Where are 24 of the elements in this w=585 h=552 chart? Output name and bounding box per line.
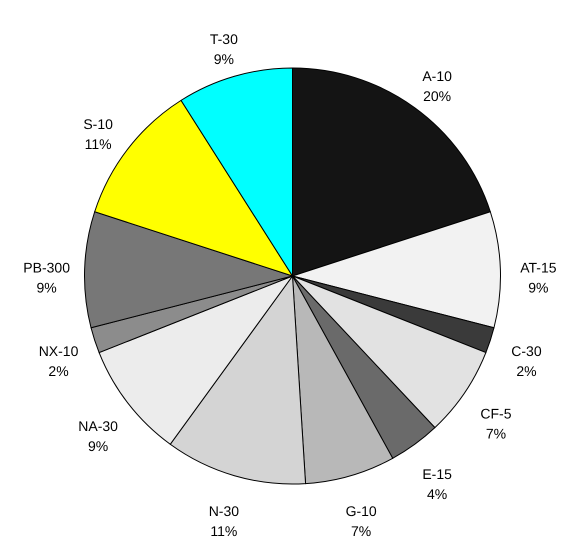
data-label: 2%: [48, 363, 69, 380]
data-label: 7%: [486, 425, 506, 442]
slice-label: C-30: [511, 343, 542, 360]
data-label: 9%: [528, 279, 548, 296]
data-label: 11%: [84, 136, 112, 152]
slice-label: NA-30: [78, 418, 118, 434]
slice-label: G-10: [346, 503, 377, 520]
data-label: 20%: [423, 88, 452, 104]
slice-label: CF-5: [480, 405, 512, 422]
slice-label: E-15: [422, 466, 452, 482]
data-label: 9%: [88, 438, 108, 454]
slice-label: A-10: [422, 68, 452, 84]
data-label: 2%: [516, 363, 537, 380]
data-label: 4%: [426, 486, 448, 502]
slice-label: N-30: [208, 503, 240, 520]
slice-label: NX-10: [38, 343, 79, 360]
slice-label: S-10: [83, 116, 114, 132]
data-label: 9%: [36, 279, 57, 296]
slice-label: AT-15: [520, 259, 557, 276]
slice-label: T-30: [210, 30, 238, 47]
data-label: 11%: [210, 523, 238, 540]
slice-label: PB-300: [23, 259, 70, 276]
data-label: 9%: [214, 50, 234, 67]
data-label: 7%: [351, 523, 372, 540]
